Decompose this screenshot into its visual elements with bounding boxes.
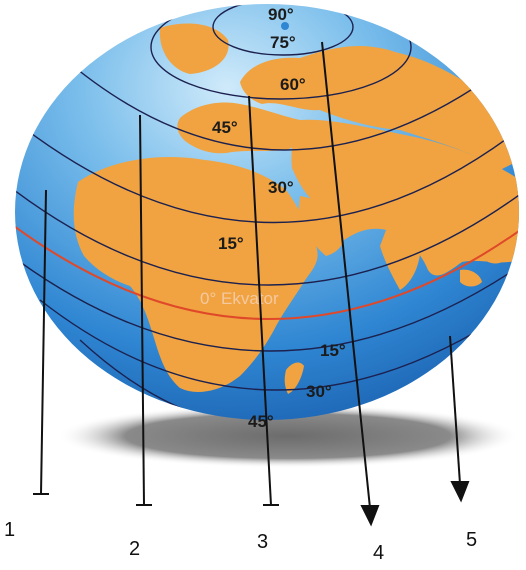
latitude-line-15n xyxy=(15,189,519,286)
label-60: 60° xyxy=(280,75,306,94)
latitude-line-30n xyxy=(19,124,519,224)
pointer-label-4: 4 xyxy=(373,542,384,564)
globe-shadow xyxy=(56,404,520,468)
madagascar-shape xyxy=(284,362,304,394)
label-equator: 0° Ekvator xyxy=(200,289,279,308)
pointer-label-1: 1 xyxy=(4,519,15,541)
label-30s: 30° xyxy=(306,382,332,401)
label-45n: 45° xyxy=(212,118,238,137)
label-30n: 30° xyxy=(268,178,294,197)
latitude-line-45n xyxy=(59,54,519,151)
pointer-line-1 xyxy=(40,189,47,495)
north-pole-dot xyxy=(281,22,289,30)
pointer-label-5: 5 xyxy=(466,529,477,551)
pointer-line-3 xyxy=(248,95,272,506)
pointer-line-5 xyxy=(449,335,461,485)
pointer-line-2 xyxy=(139,114,145,506)
label-75: 75° xyxy=(270,33,296,52)
continents xyxy=(73,23,519,394)
pointer-line-4 xyxy=(321,41,371,509)
label-15s: 15° xyxy=(320,341,346,360)
islands-shape xyxy=(481,238,512,264)
greenland-shape xyxy=(159,23,229,74)
label-15n: 15° xyxy=(218,234,244,253)
africa-shape xyxy=(73,156,318,392)
latitude-lines xyxy=(15,4,519,420)
latitude-line-75n xyxy=(212,4,354,56)
scandinavia-shape xyxy=(240,46,519,170)
label-90: 90° xyxy=(268,5,294,24)
pointer-label-3: 3 xyxy=(257,531,268,553)
europe-shape xyxy=(177,102,305,154)
latitude-line-15s xyxy=(19,261,519,352)
asia-shape xyxy=(291,119,519,276)
latitude-line-60n xyxy=(150,4,412,100)
label-45s: 45° xyxy=(248,412,274,431)
arabia-shape xyxy=(298,196,346,256)
pointer-arrow-5 xyxy=(450,481,470,503)
islands-shape-2 xyxy=(460,269,482,287)
equator-line xyxy=(15,225,519,320)
pointer-arrow-4 xyxy=(360,505,380,527)
pointer-label-2: 2 xyxy=(129,538,140,560)
pointer-lines xyxy=(33,41,470,527)
latitude-line-30s xyxy=(39,299,519,391)
